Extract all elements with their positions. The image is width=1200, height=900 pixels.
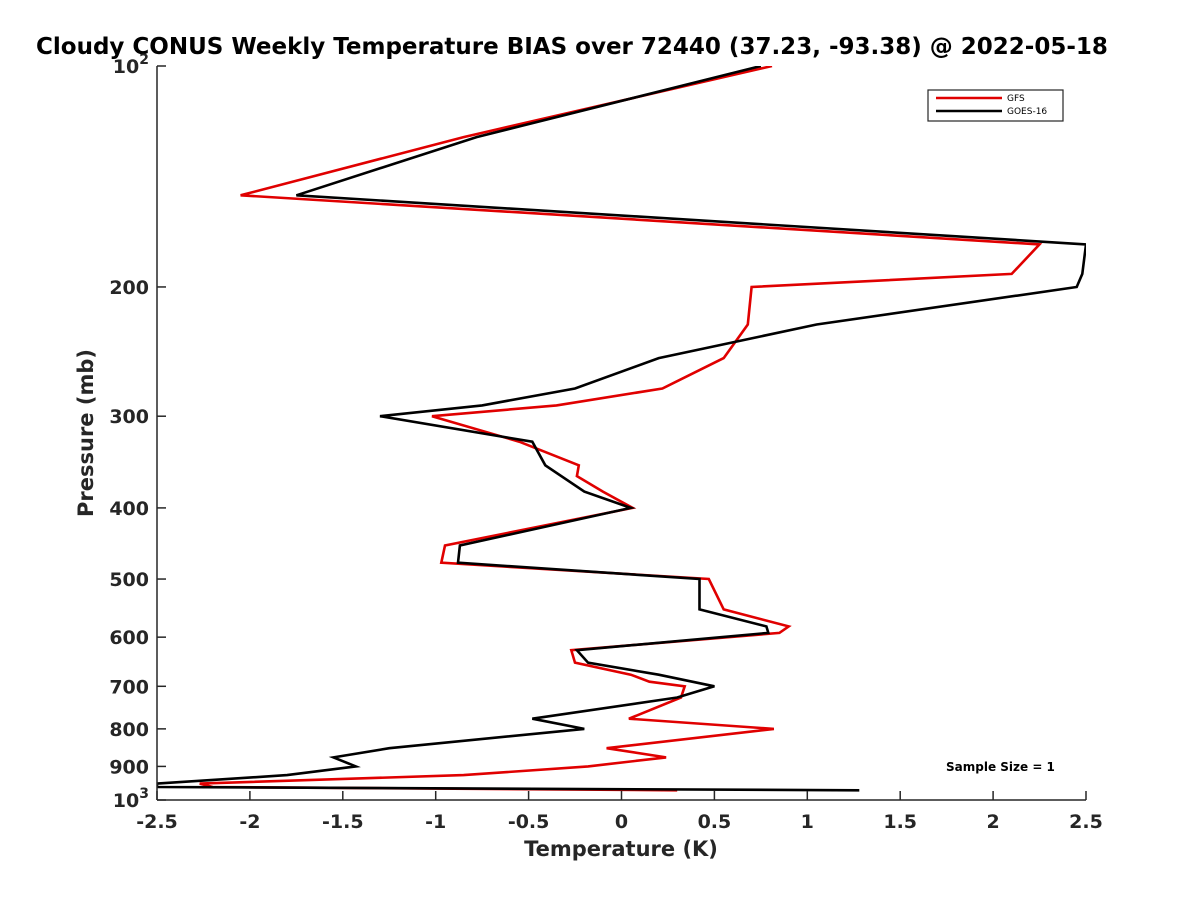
y-ticks: 102 200 300 400 500 600 700 800 900 103 <box>109 52 166 812</box>
sample-size-annotation: Sample Size = 1 <box>946 760 1055 774</box>
y-tick-label: 400 <box>109 498 149 520</box>
series-line-gfs <box>199 66 1043 792</box>
legend-label-gfs: GFS <box>1007 94 1025 104</box>
y-tick-label: 800 <box>109 719 149 741</box>
legend: GFS GOES-16 <box>927 89 1064 122</box>
y-axis-label: Pressure (mb) <box>74 349 98 517</box>
x-tick-label: 2 <box>986 811 999 833</box>
x-tick-label: 1.5 <box>883 811 917 833</box>
series-layer <box>157 66 1086 792</box>
y-tick-label: 103 <box>113 786 149 812</box>
x-ticks: -2.5 -2 -1.5 -1 -0.5 0 0.5 1 1.5 2 2.5 <box>136 791 1103 833</box>
y-tick-label: 700 <box>109 676 149 698</box>
legend-label-goes16: GOES-16 <box>1007 107 1047 117</box>
x-tick-label: 2.5 <box>1069 811 1103 833</box>
x-tick-label: 0 <box>615 811 628 833</box>
x-tick-label: -2 <box>239 811 260 833</box>
x-tick-label: -1.5 <box>322 811 364 833</box>
x-tick-label: 0.5 <box>698 811 732 833</box>
y-tick-label: 500 <box>109 569 149 591</box>
chart-title: Cloudy CONUS Weekly Temperature BIAS ove… <box>36 34 1108 60</box>
x-tick-label: -1 <box>425 811 446 833</box>
x-tick-label: 1 <box>801 811 814 833</box>
legend-box <box>927 89 1064 122</box>
x-tick-label: -2.5 <box>136 811 178 833</box>
y-tick-label: 600 <box>109 627 149 649</box>
y-tick-label: 900 <box>109 756 149 778</box>
y-tick-label: 102 <box>113 52 149 78</box>
x-axis-label: Temperature (K) <box>524 837 718 861</box>
y-tick-label: 300 <box>109 406 149 428</box>
x-tick-label: -0.5 <box>508 811 550 833</box>
y-tick-label: 200 <box>109 277 149 299</box>
series-line-goes16 <box>157 66 1086 792</box>
